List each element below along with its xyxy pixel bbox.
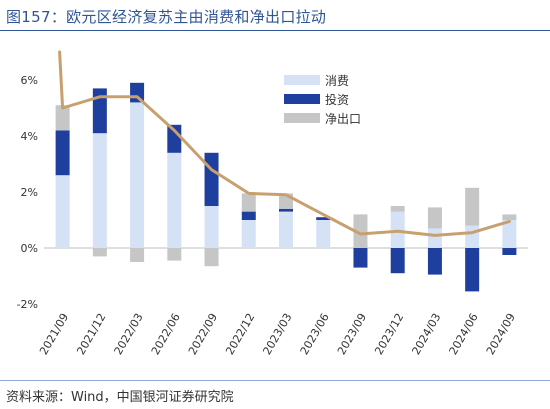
x-tick-label: 2022/03 bbox=[112, 311, 146, 357]
net-export-bar bbox=[204, 248, 219, 267]
net-export-bar bbox=[502, 214, 517, 220]
line-group bbox=[58, 50, 511, 237]
net-export-bar bbox=[427, 207, 442, 229]
legend-swatch bbox=[284, 113, 320, 123]
consumption-bar bbox=[427, 228, 442, 248]
consumption-bar bbox=[204, 206, 219, 248]
consumption-bar bbox=[279, 211, 293, 248]
x-tick-label: 2024/09 bbox=[484, 311, 518, 357]
consumption-bar bbox=[167, 152, 182, 248]
x-tick-label: 2021/12 bbox=[74, 311, 108, 357]
x-tick-label: 2022/12 bbox=[223, 311, 257, 357]
chart-title: 图157：欧元区经济复苏主由消费和净出口拉动 bbox=[6, 8, 327, 26]
investment-bar bbox=[241, 211, 256, 220]
investment-bar bbox=[279, 208, 293, 212]
net-export-bar bbox=[241, 193, 256, 212]
consumption-bar bbox=[130, 102, 145, 249]
title-divider bbox=[0, 30, 550, 31]
net-export-bar bbox=[92, 248, 107, 257]
bar-group bbox=[55, 82, 517, 292]
x-tick-label: 2023/12 bbox=[372, 311, 406, 357]
x-tick-label: 2023/06 bbox=[298, 311, 332, 357]
investment-bar bbox=[353, 248, 368, 268]
net-export-bar bbox=[55, 105, 70, 131]
net-export-bar bbox=[130, 248, 145, 262]
investment-bar bbox=[390, 248, 405, 274]
x-tick-label: 2024/03 bbox=[409, 311, 443, 357]
legend-label: 消费 bbox=[325, 74, 349, 88]
consumption-bar bbox=[92, 133, 107, 248]
net-export-bar bbox=[390, 206, 405, 212]
y-tick-label: 6% bbox=[21, 74, 38, 87]
investment-bar bbox=[92, 88, 107, 134]
source-divider bbox=[0, 380, 550, 381]
stacked-bar-line-chart: -2%0%2%4%6%2021/09 2021/12 2022/03 2022/06 2… bbox=[17, 50, 528, 357]
legend-label: 投资 bbox=[325, 92, 349, 107]
x-tick-label: 2023/09 bbox=[335, 311, 369, 357]
x-tick-label: 2022/09 bbox=[186, 311, 220, 357]
legend-swatch bbox=[284, 75, 320, 85]
source-note: 资料来源：Wind，中国银河证券研究院 bbox=[6, 390, 234, 405]
y-tick-label: 0% bbox=[21, 242, 38, 255]
investment-bar bbox=[204, 152, 219, 206]
x-tick-label: 2024/06 bbox=[447, 311, 481, 357]
net-export-bar bbox=[353, 214, 368, 248]
gdp-line bbox=[58, 50, 511, 237]
legend-swatch bbox=[284, 94, 320, 104]
investment-bar bbox=[316, 217, 331, 220]
investment-bar bbox=[465, 248, 480, 292]
consumption-bar bbox=[316, 220, 331, 248]
net-export-bar bbox=[167, 248, 182, 261]
consumption-bar bbox=[55, 175, 70, 248]
y-tick-label: 2% bbox=[21, 186, 38, 199]
x-tick-label: 2022/06 bbox=[149, 311, 183, 357]
legend-label: 净出口 bbox=[325, 112, 361, 126]
investment-bar bbox=[502, 248, 517, 255]
investment-bar bbox=[55, 130, 70, 176]
y-tick-label: -2% bbox=[17, 298, 38, 311]
investment-bar bbox=[427, 248, 442, 275]
y-tick-label: 4% bbox=[21, 130, 38, 143]
consumption-bar bbox=[241, 220, 256, 248]
consumption-bar bbox=[502, 220, 517, 248]
net-export-bar bbox=[465, 187, 480, 226]
investment-bar bbox=[167, 124, 182, 153]
x-tick-label: 2021/09 bbox=[37, 311, 71, 357]
consumption-bar bbox=[465, 225, 480, 248]
x-tick-label: 2023/03 bbox=[260, 311, 294, 357]
